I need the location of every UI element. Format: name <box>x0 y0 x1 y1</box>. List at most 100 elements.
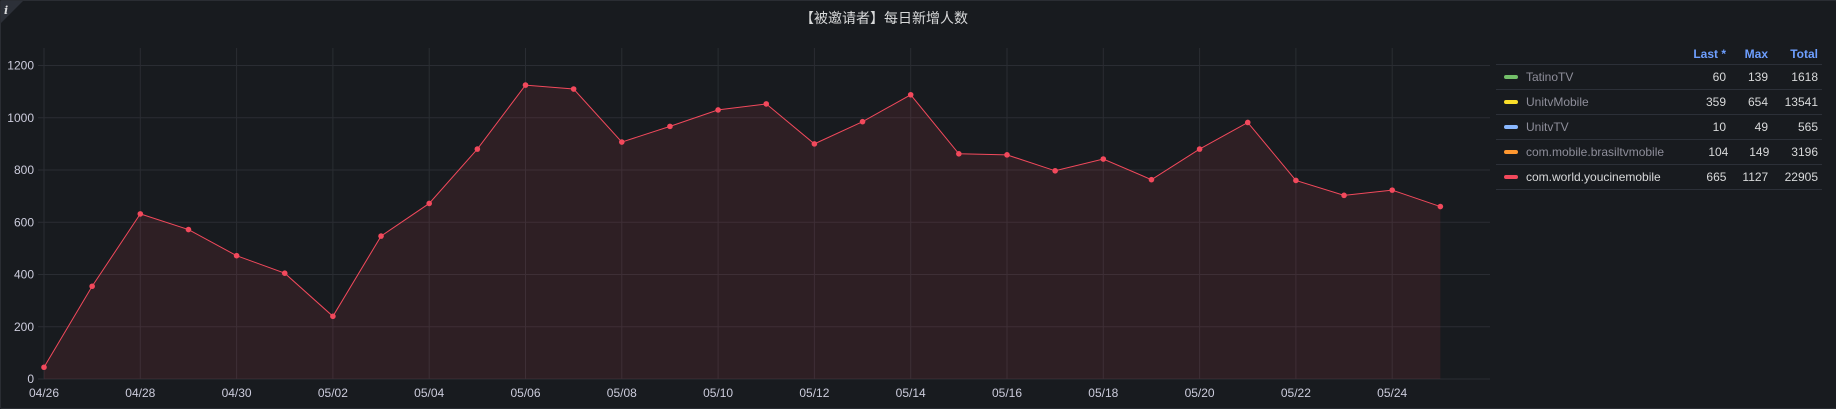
data-point <box>1244 119 1251 126</box>
legend-header: Last * Max Total <box>1496 44 1822 64</box>
legend-series-name: TatinoTV <box>1526 70 1574 84</box>
legend-total-value: 13541 <box>1784 95 1818 109</box>
data-point <box>667 123 673 130</box>
x-tick-label: 05/18 <box>1088 386 1118 400</box>
x-tick-label: 05/24 <box>1377 386 1407 400</box>
data-point <box>89 283 95 290</box>
legend-header-last[interactable]: Last * <box>1693 47 1726 61</box>
data-point <box>233 252 240 259</box>
data-point <box>41 364 47 371</box>
data-point <box>522 82 529 88</box>
legend-max-value: 49 <box>1754 120 1768 134</box>
legend-header-max[interactable]: Max <box>1744 47 1768 61</box>
x-tick-label: 05/10 <box>703 386 733 400</box>
legend-max-value: 654 <box>1747 95 1768 109</box>
legend-swatch <box>1504 75 1518 79</box>
info-icon[interactable]: i <box>4 4 9 17</box>
legend-max-value: 1127 <box>1742 170 1769 184</box>
data-point <box>859 118 866 125</box>
legend-last-value: 665 <box>1706 170 1727 184</box>
data-point <box>426 200 433 207</box>
legend-series-name: com.mobile.brasiltvmobile <box>1526 145 1665 159</box>
data-point <box>137 211 144 217</box>
x-tick-label: 05/12 <box>799 386 829 400</box>
x-tick-label: 05/20 <box>1185 386 1215 400</box>
data-point <box>1196 146 1203 152</box>
legend-swatch <box>1504 150 1518 154</box>
data-point <box>185 226 192 233</box>
legend-total-value: 1618 <box>1791 70 1818 84</box>
data-point <box>715 107 721 113</box>
data-point <box>330 313 336 320</box>
legend-series-name: UnitvMobile <box>1526 95 1589 109</box>
x-tick-label: 04/26 <box>29 386 59 400</box>
data-point <box>1100 156 1107 162</box>
legend-swatch <box>1504 100 1518 104</box>
data-point <box>619 139 625 145</box>
x-tick-label: 05/14 <box>896 386 926 400</box>
data-point <box>1293 177 1299 184</box>
x-tick-label: 05/22 <box>1281 386 1311 400</box>
data-point <box>1004 152 1010 158</box>
legend-total-value: 3196 <box>1791 145 1818 159</box>
legend-header-total[interactable]: Total <box>1790 47 1818 61</box>
series-area <box>44 85 1441 380</box>
legend-last-value: 10 <box>1712 120 1726 134</box>
legend-series[interactable]: TatinoTV <box>1496 70 1660 84</box>
legend-series-name: UnitvTV <box>1526 120 1569 134</box>
y-tick-label: 0 <box>27 372 34 386</box>
legend-series[interactable]: UnitvMobile <box>1496 95 1660 109</box>
x-tick-label: 05/06 <box>510 386 540 400</box>
legend-row[interactable]: TatinoTV 60 139 1618 <box>1496 64 1822 89</box>
data-point <box>956 151 962 157</box>
y-tick-label: 600 <box>14 215 34 229</box>
x-tick-label: 05/08 <box>607 386 637 400</box>
legend-last-value: 60 <box>1712 70 1726 84</box>
data-point <box>1389 187 1395 193</box>
legend-row[interactable]: UnitvMobile 359 654 13541 <box>1496 89 1822 114</box>
legend-series[interactable]: com.mobile.brasiltvmobile <box>1496 145 1664 159</box>
legend-series[interactable]: com.world.youcinemobile <box>1496 170 1661 184</box>
data-point <box>1052 167 1058 174</box>
data-point <box>281 270 288 276</box>
data-point <box>763 101 770 107</box>
x-tick-label: 04/30 <box>222 386 252 400</box>
legend-last-value: 359 <box>1705 95 1726 109</box>
legend-swatch <box>1504 175 1518 179</box>
legend-row[interactable]: com.mobile.brasiltvmobile 104 149 3196 <box>1496 139 1822 164</box>
data-point <box>811 141 818 147</box>
data-point <box>1341 192 1347 199</box>
y-tick-label: 400 <box>14 268 34 282</box>
panel-title: 【被邀请者】每日新增人数 <box>800 10 968 26</box>
x-tick-label: 05/16 <box>992 386 1022 400</box>
series-line <box>43 84 1441 368</box>
legend-last-value: 104 <box>1708 145 1729 159</box>
legend-series-name: com.world.youcinemobile <box>1526 170 1661 184</box>
legend-series[interactable]: UnitvTV <box>1496 120 1660 134</box>
x-tick-label: 05/02 <box>318 386 348 400</box>
legend-rows: TatinoTV 60 139 1618 UnitvMobile 359 654 13541 U… <box>1496 64 1822 190</box>
legend-row[interactable]: com.world.youcinemobile 665 1127 22905 <box>1496 164 1822 190</box>
data-point <box>1437 203 1444 210</box>
x-tick-label: 05/04 <box>414 386 444 400</box>
x-tick-label: 04/28 <box>125 386 155 400</box>
legend-max-value: 139 <box>1747 70 1768 84</box>
legend-max-value: 149 <box>1749 145 1770 159</box>
y-tick-label: 800 <box>14 163 34 177</box>
data-point <box>1148 176 1155 183</box>
y-tick-label: 1000 <box>7 111 34 125</box>
legend-row[interactable]: UnitvTV 10 49 565 <box>1496 114 1822 139</box>
data-point <box>907 91 914 98</box>
legend-total-value: 22905 <box>1784 170 1818 184</box>
data-point <box>474 146 481 152</box>
data-point <box>378 233 384 239</box>
panel-info-corner[interactable] <box>1 1 23 23</box>
legend-swatch <box>1504 125 1518 129</box>
y-tick-label: 200 <box>14 320 34 334</box>
data-point <box>570 86 577 92</box>
legend-total-value: 565 <box>1797 120 1818 134</box>
y-tick-label: 1200 <box>7 59 34 73</box>
legend-table: Last * Max Total TatinoTV 60 139 1618 UnitvM… <box>1496 44 1822 190</box>
